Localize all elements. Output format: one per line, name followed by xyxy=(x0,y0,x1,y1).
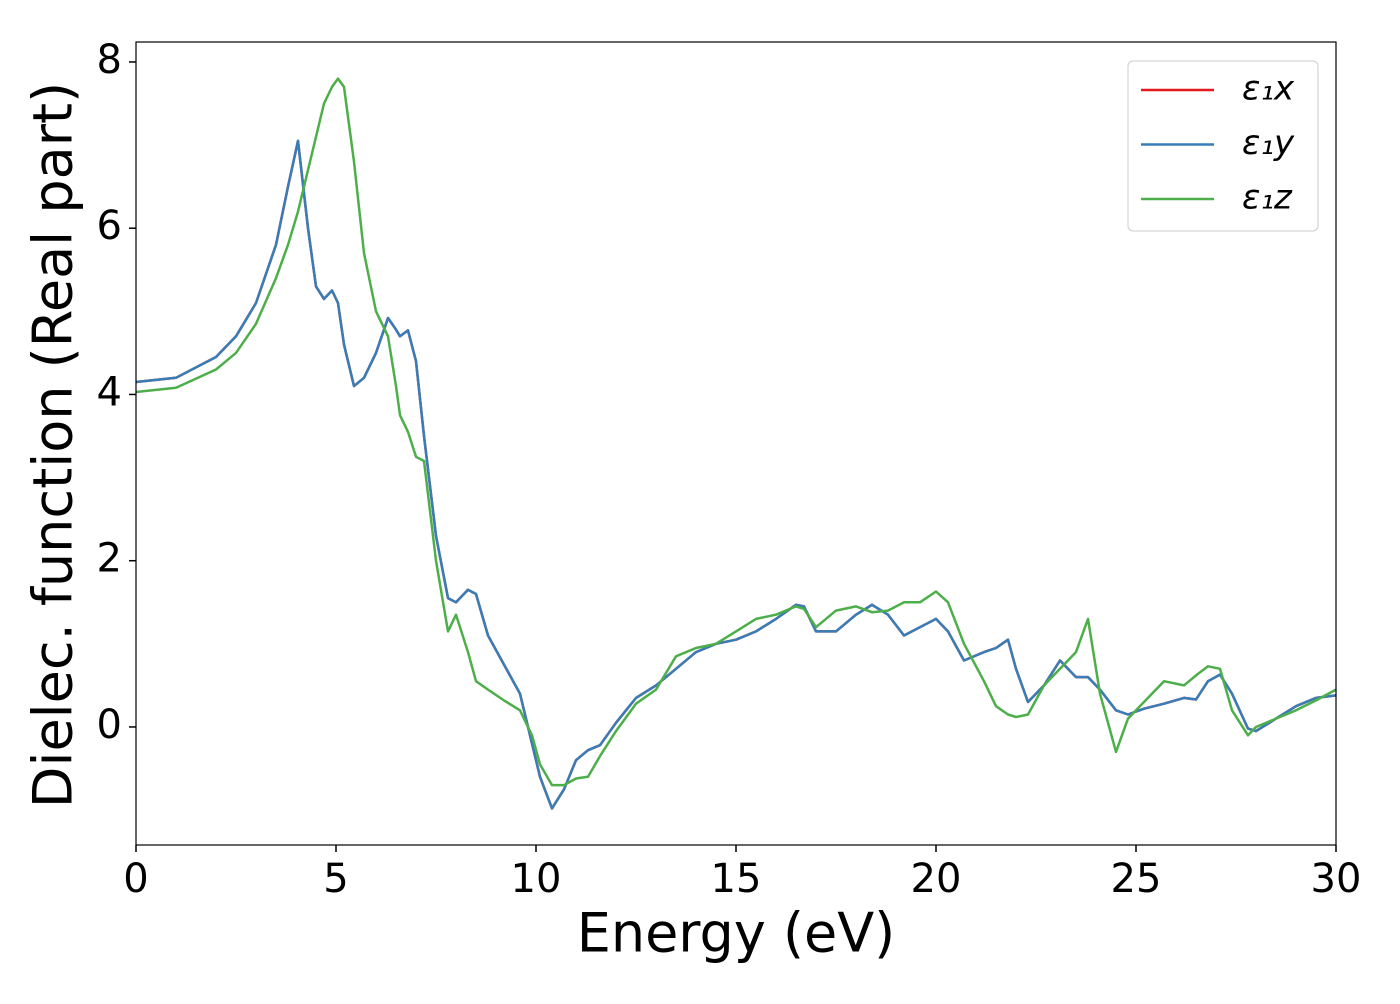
line-series xyxy=(135,77,1337,787)
x-tick-label: 20 xyxy=(911,856,962,902)
x-tick-label: 0 xyxy=(123,856,148,902)
y-tick-label: 8 xyxy=(97,37,122,83)
x-tick-label: 30 xyxy=(1311,856,1362,902)
y-tick-label: 6 xyxy=(97,203,122,249)
x-axis-label: Energy (eV) xyxy=(577,902,896,965)
line-series xyxy=(135,139,1337,810)
legend-box xyxy=(1127,60,1319,232)
y-tick-label: 0 xyxy=(97,702,122,748)
legend: ε₁x ε₁y ε₁z xyxy=(1127,60,1319,232)
x-tick-label: 10 xyxy=(511,856,562,902)
line-series xyxy=(135,139,1337,810)
x-tick-label: 5 xyxy=(323,856,348,902)
y-tick-label: 4 xyxy=(97,369,122,415)
y-tick-label: 2 xyxy=(97,536,122,582)
plot-frame xyxy=(135,41,1337,846)
y-axis-label: Dielec. function (Real part) xyxy=(22,82,85,808)
legend-label: ε₁x xyxy=(1242,69,1295,109)
x-tick-label: 15 xyxy=(711,856,762,902)
legend-label: ε₁z xyxy=(1242,178,1293,218)
legend-label: ε₁y xyxy=(1242,123,1295,163)
x-tick-label: 25 xyxy=(1111,856,1162,902)
